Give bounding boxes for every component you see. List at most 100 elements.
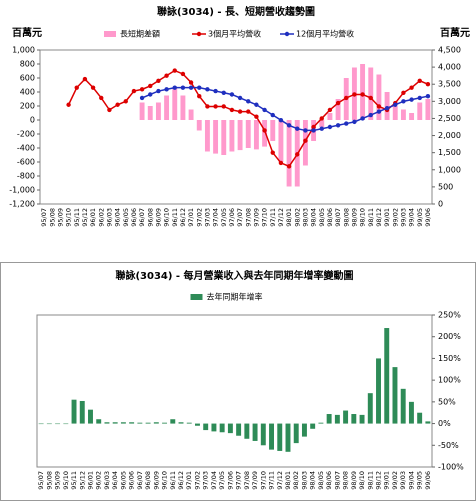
line-marker [156, 88, 161, 94]
line-marker [360, 116, 365, 121]
bar [417, 102, 423, 120]
line-marker [360, 92, 365, 97]
x-tick-label: 96/11 [171, 208, 179, 227]
x-tick-label: 96/12 [179, 208, 187, 227]
line-marker [254, 102, 259, 107]
line-marker [213, 88, 218, 94]
line-marker [213, 104, 218, 109]
bar [252, 423, 258, 441]
x-tick-label: 96/07 [138, 208, 146, 227]
tick-label: -1,200 [9, 200, 35, 209]
x-tick-label: 98/02 [293, 208, 301, 227]
x-tick-label: 95/12 [78, 471, 86, 490]
x-tick-label: 99/06 [424, 208, 432, 227]
line-marker [270, 112, 275, 118]
x-tick-label: 95/12 [81, 208, 89, 227]
x-tick-label: 99/05 [416, 471, 424, 490]
bar [400, 109, 406, 120]
x-tick-label: 95/07 [40, 208, 48, 227]
line-marker [278, 160, 284, 166]
line-marker [139, 95, 145, 101]
line-marker [425, 82, 431, 87]
tick-label: -100% [438, 463, 464, 472]
x-tick-label: 97/11 [268, 471, 276, 490]
bar [162, 422, 168, 424]
bar [129, 422, 135, 424]
line-marker [115, 102, 120, 107]
tick-label: 250% [438, 311, 461, 320]
line-marker [352, 92, 357, 97]
chart-title: 聯詠(3034) - 每月營業收入與去年同期年增率變動圖 [115, 269, 353, 282]
x-tick-label: 98/12 [375, 471, 383, 490]
x-tick-label: 98/05 [318, 208, 326, 227]
x-tick-label: 97/03 [202, 471, 210, 490]
line-marker [335, 123, 341, 128]
bar [153, 422, 159, 424]
x-tick-label: 96/05 [122, 208, 130, 227]
line-marker [401, 90, 406, 95]
x-tick-label: 97/04 [210, 471, 218, 490]
bar [278, 120, 284, 162]
line-marker [295, 152, 300, 157]
bar [172, 88, 178, 120]
tick-label: 500 [438, 182, 453, 191]
x-tick-label: 97/11 [269, 208, 277, 227]
x-tick-label: 99/01 [383, 471, 391, 490]
x-tick-label: 95/11 [73, 208, 81, 227]
line-marker [188, 80, 194, 85]
bar [71, 399, 77, 424]
bar [318, 422, 324, 424]
tick-label: 400 [20, 88, 35, 97]
legend-marker [196, 31, 202, 37]
bar [195, 423, 200, 426]
tick-label: 4,500 [438, 46, 461, 55]
x-tick-label: 96/09 [154, 208, 162, 227]
bar [213, 120, 219, 154]
line-marker [352, 119, 357, 125]
tick-label: 50% [438, 397, 456, 406]
x-tick-label: 97/10 [261, 208, 269, 227]
line-marker [417, 78, 422, 84]
bar [211, 423, 217, 432]
bar [186, 422, 192, 424]
line-marker [425, 94, 431, 99]
x-tick-label: 96/05 [119, 471, 127, 490]
x-tick-label: 97/02 [195, 208, 203, 227]
bar [104, 422, 110, 424]
line-marker [139, 87, 145, 92]
legend-marker [284, 31, 290, 37]
x-tick-label: 99/06 [424, 471, 432, 490]
bar [425, 99, 431, 120]
x-tick-label: 97/03 [203, 208, 211, 227]
line-marker [180, 71, 186, 77]
line-marker [221, 90, 226, 95]
legend-label: 去年同期年增率 [207, 292, 263, 302]
bar [327, 113, 333, 120]
tick-label: -1,000 [9, 186, 35, 195]
bar [335, 99, 341, 120]
line-marker [107, 107, 112, 113]
tick-label: 1,500 [438, 148, 461, 157]
legend-swatch [104, 31, 116, 37]
bar [376, 358, 381, 424]
x-tick-label: 96/02 [97, 208, 105, 227]
line-marker [417, 95, 422, 101]
x-tick-label: 96/08 [146, 208, 154, 227]
line-marker [409, 97, 414, 102]
line-marker [180, 85, 186, 90]
legend-label: 12個月平均營收 [296, 29, 354, 39]
line-marker [303, 128, 308, 133]
x-tick-label: 97/09 [251, 471, 259, 490]
line-marker [246, 109, 251, 114]
line-marker [229, 107, 235, 113]
x-tick-label: 95/09 [56, 208, 64, 227]
x-tick-label: 96/10 [163, 208, 171, 227]
x-tick-label: 99/02 [391, 208, 399, 227]
x-tick-label: 96/04 [111, 471, 119, 490]
bar [236, 423, 242, 436]
line-marker [376, 109, 382, 114]
bar [269, 423, 274, 450]
x-tick-label: 98/03 [301, 208, 309, 227]
line-marker [205, 104, 210, 109]
